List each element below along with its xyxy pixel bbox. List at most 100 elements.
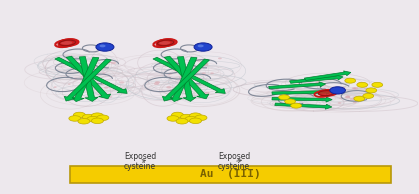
Circle shape: [280, 94, 283, 95]
Circle shape: [189, 113, 202, 119]
FancyArrow shape: [272, 97, 332, 102]
Circle shape: [184, 69, 186, 70]
Circle shape: [167, 116, 179, 121]
Circle shape: [181, 114, 193, 120]
Circle shape: [175, 87, 179, 89]
Circle shape: [98, 90, 104, 93]
Circle shape: [87, 116, 99, 122]
FancyArrow shape: [55, 57, 127, 94]
Circle shape: [78, 70, 81, 72]
Circle shape: [119, 81, 124, 84]
Circle shape: [315, 81, 321, 83]
Circle shape: [54, 86, 57, 88]
FancyArrow shape: [269, 82, 326, 89]
Circle shape: [154, 82, 159, 85]
Circle shape: [357, 82, 368, 87]
Circle shape: [218, 57, 222, 59]
FancyArrow shape: [304, 71, 351, 81]
Circle shape: [175, 63, 179, 65]
Circle shape: [189, 118, 202, 124]
Text: Au  (III): Au (III): [200, 169, 261, 179]
Circle shape: [204, 92, 210, 94]
FancyArrow shape: [71, 57, 99, 101]
FancyArrow shape: [275, 103, 332, 109]
Circle shape: [297, 85, 301, 86]
Circle shape: [68, 84, 71, 85]
Circle shape: [91, 113, 103, 119]
Circle shape: [185, 116, 197, 122]
Circle shape: [78, 119, 90, 124]
Circle shape: [172, 91, 176, 93]
Circle shape: [274, 97, 278, 99]
Circle shape: [101, 83, 105, 85]
Circle shape: [344, 96, 350, 98]
Circle shape: [195, 115, 207, 120]
Circle shape: [96, 43, 114, 51]
Circle shape: [91, 118, 103, 124]
Circle shape: [102, 73, 105, 74]
Circle shape: [108, 61, 112, 63]
Circle shape: [183, 76, 187, 78]
Circle shape: [202, 72, 206, 74]
Circle shape: [276, 87, 279, 88]
FancyArrow shape: [169, 57, 197, 101]
Circle shape: [194, 43, 212, 51]
FancyArrow shape: [66, 56, 111, 99]
Circle shape: [366, 88, 377, 93]
Circle shape: [291, 103, 302, 108]
Circle shape: [73, 112, 85, 118]
Circle shape: [279, 95, 290, 100]
Circle shape: [301, 98, 307, 101]
Circle shape: [353, 87, 358, 89]
Circle shape: [73, 78, 77, 80]
Circle shape: [330, 87, 345, 94]
Circle shape: [205, 63, 208, 64]
Circle shape: [168, 73, 172, 75]
Circle shape: [353, 96, 357, 99]
Circle shape: [94, 66, 98, 68]
Circle shape: [342, 87, 345, 88]
FancyBboxPatch shape: [70, 166, 391, 183]
FancyArrow shape: [163, 59, 210, 101]
Circle shape: [190, 61, 193, 62]
Circle shape: [104, 61, 110, 63]
Ellipse shape: [59, 40, 75, 46]
Circle shape: [81, 63, 84, 64]
Circle shape: [353, 101, 357, 103]
Circle shape: [104, 87, 109, 89]
FancyArrow shape: [164, 56, 209, 99]
Text: Exposed
cysteine: Exposed cysteine: [218, 152, 250, 171]
Circle shape: [194, 70, 199, 73]
Circle shape: [155, 81, 160, 83]
FancyArrow shape: [79, 57, 98, 101]
Circle shape: [83, 114, 94, 120]
Circle shape: [100, 45, 106, 47]
Circle shape: [349, 98, 355, 100]
FancyArrow shape: [290, 75, 343, 83]
Circle shape: [338, 102, 341, 104]
Circle shape: [364, 87, 367, 89]
Circle shape: [363, 94, 374, 98]
Circle shape: [372, 82, 383, 87]
Circle shape: [179, 76, 185, 79]
Text: Exposed
cysteine: Exposed cysteine: [124, 152, 156, 171]
FancyArrow shape: [153, 57, 225, 94]
Circle shape: [196, 59, 202, 62]
Circle shape: [358, 82, 361, 84]
FancyArrow shape: [178, 57, 196, 101]
Circle shape: [285, 99, 295, 104]
Circle shape: [166, 86, 172, 88]
Circle shape: [97, 115, 109, 120]
Ellipse shape: [318, 91, 334, 96]
Circle shape: [176, 119, 188, 124]
Circle shape: [203, 63, 209, 66]
Circle shape: [346, 96, 350, 98]
Circle shape: [111, 62, 116, 64]
Circle shape: [339, 97, 343, 99]
FancyArrow shape: [64, 59, 111, 101]
Circle shape: [171, 112, 184, 118]
Circle shape: [276, 88, 279, 89]
Circle shape: [101, 96, 106, 98]
Circle shape: [354, 96, 365, 101]
Circle shape: [69, 116, 81, 121]
